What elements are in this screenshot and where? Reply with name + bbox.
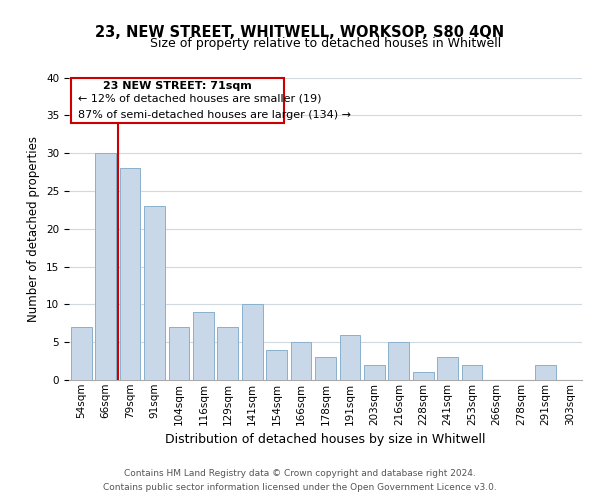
Text: Contains HM Land Registry data © Crown copyright and database right 2024.: Contains HM Land Registry data © Crown c… <box>124 468 476 477</box>
Bar <box>364 365 385 380</box>
Bar <box>193 312 214 380</box>
Bar <box>535 365 556 380</box>
Text: 87% of semi-detached houses are larger (134) →: 87% of semi-detached houses are larger (… <box>77 110 350 120</box>
Text: Contains public sector information licensed under the Open Government Licence v3: Contains public sector information licen… <box>103 484 497 492</box>
X-axis label: Distribution of detached houses by size in Whitwell: Distribution of detached houses by size … <box>165 433 486 446</box>
Text: 23 NEW STREET: 71sqm: 23 NEW STREET: 71sqm <box>103 82 252 92</box>
Bar <box>266 350 287 380</box>
Y-axis label: Number of detached properties: Number of detached properties <box>28 136 40 322</box>
Bar <box>169 327 190 380</box>
Text: 23, NEW STREET, WHITWELL, WORKSOP, S80 4QN: 23, NEW STREET, WHITWELL, WORKSOP, S80 4… <box>95 25 505 40</box>
Bar <box>461 365 482 380</box>
Bar <box>388 342 409 380</box>
Title: Size of property relative to detached houses in Whitwell: Size of property relative to detached ho… <box>150 37 501 50</box>
Bar <box>95 153 116 380</box>
Bar <box>315 358 336 380</box>
Text: ← 12% of detached houses are smaller (19): ← 12% of detached houses are smaller (19… <box>77 94 321 104</box>
Bar <box>217 327 238 380</box>
Bar <box>144 206 165 380</box>
FancyBboxPatch shape <box>71 78 284 123</box>
Bar <box>242 304 263 380</box>
Bar <box>437 358 458 380</box>
Bar <box>71 327 92 380</box>
Bar <box>290 342 311 380</box>
Bar <box>340 334 361 380</box>
Bar <box>119 168 140 380</box>
Bar <box>413 372 434 380</box>
